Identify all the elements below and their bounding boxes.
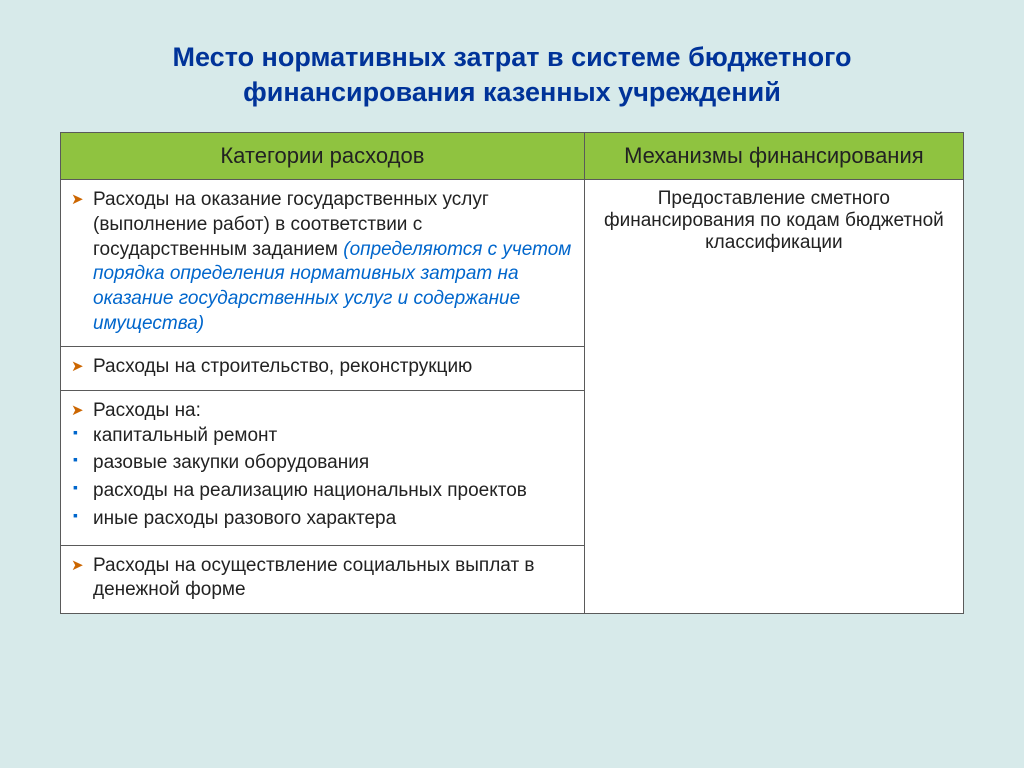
row2-item: Расходы на строительство, реконструкцию	[71, 355, 574, 380]
row3-lead: Расходы на:	[71, 399, 574, 424]
header-categories: Категории расходов	[61, 133, 585, 180]
cell-right-merged: Предоставление сметного финансирования п…	[584, 180, 963, 614]
title-line-2: финансирования казенных учреждений	[243, 77, 781, 107]
main-table: Категории расходов Механизмы финансирова…	[60, 132, 964, 614]
row1-item: Расходы на оказание государственных услу…	[71, 188, 574, 336]
list-item: иные расходы разового характера	[71, 507, 574, 531]
row3-list: капитальный ремонт разовые закупки обору…	[71, 424, 574, 531]
table-row: Расходы на оказание государственных услу…	[61, 180, 964, 347]
cell-row4-left: Расходы на осуществление социальных выпл…	[61, 545, 585, 613]
header-mechanisms: Механизмы финансирования	[584, 133, 963, 180]
list-item: капитальный ремонт	[71, 424, 574, 448]
table-header-row: Категории расходов Механизмы финансирова…	[61, 133, 964, 180]
row4-item: Расходы на осуществление социальных выпл…	[71, 554, 574, 603]
list-item: разовые закупки оборудования	[71, 451, 574, 475]
title-line-1: Место нормативных затрат в системе бюдже…	[173, 42, 852, 72]
slide-title: Место нормативных затрат в системе бюдже…	[60, 40, 964, 110]
cell-row1-left: Расходы на оказание государственных услу…	[61, 180, 585, 347]
list-item: расходы на реализацию национальных проек…	[71, 479, 574, 503]
cell-row2-left: Расходы на строительство, реконструкцию	[61, 347, 585, 391]
cell-row3-left: Расходы на: капитальный ремонт разовые з…	[61, 391, 585, 546]
slide: Место нормативных затрат в системе бюдже…	[0, 0, 1024, 768]
